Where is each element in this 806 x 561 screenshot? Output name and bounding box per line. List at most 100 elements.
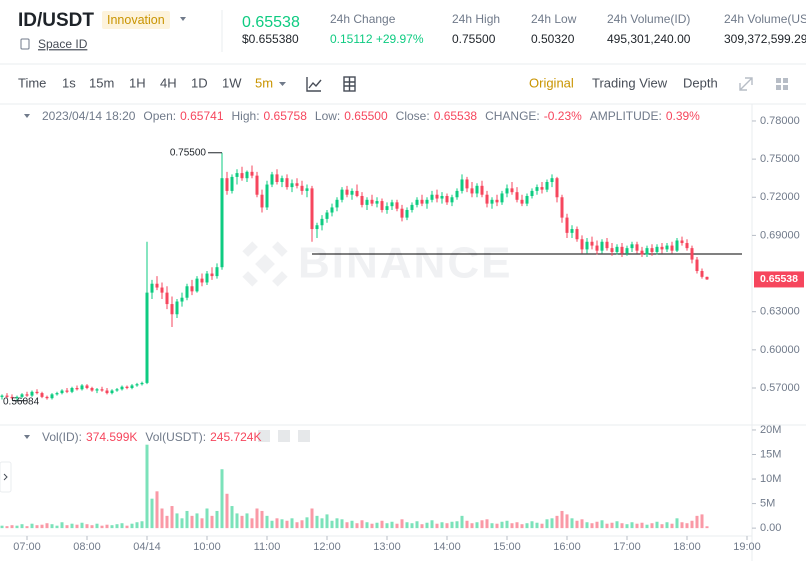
volume-bar (105, 524, 109, 529)
volume-bar (435, 523, 439, 529)
candle-body (410, 204, 414, 210)
volume-bar (620, 523, 624, 529)
volume-bar (180, 518, 184, 529)
candle-body (15, 396, 19, 399)
legend-label: AMPLITUDE: (589, 109, 662, 123)
legend-label: High: (231, 109, 260, 123)
volume-bar (530, 521, 534, 529)
volume-bar (170, 506, 174, 529)
interval[interactable]: 15m (89, 75, 114, 90)
interval[interactable]: 1H (129, 75, 146, 90)
candle-body (150, 283, 154, 293)
volume-bar (665, 522, 669, 529)
candle-body (575, 229, 579, 240)
project-link[interactable]: Space ID (38, 37, 88, 51)
candle-body (445, 195, 449, 203)
dropdown-icon[interactable] (180, 17, 186, 21)
candle-body (695, 259, 699, 272)
candle-body (480, 185, 484, 195)
volume-bar (205, 508, 209, 529)
stat-value: 0.50320 (531, 32, 575, 46)
volume-bar (235, 513, 239, 529)
v-tick-label: 10M (760, 473, 781, 485)
legend-value: 374.599K (86, 430, 138, 444)
interval[interactable]: 1s (62, 75, 76, 90)
volume-bar (245, 513, 249, 529)
candle-body (495, 199, 499, 203)
side-toggle[interactable] (0, 461, 12, 493)
volume-bar (200, 518, 204, 529)
collapse-icon[interactable] (24, 114, 30, 118)
candle-body (380, 201, 384, 210)
candle-body (80, 385, 84, 390)
layout-icon[interactable] (343, 76, 356, 92)
candle-body (585, 241, 589, 250)
candle-body (450, 197, 454, 203)
expand-icon[interactable] (739, 77, 753, 91)
y-tick-label: 0.78000 (760, 115, 800, 127)
volume-bar (230, 506, 234, 529)
candle-body (500, 193, 504, 203)
view-tab[interactable]: Original (529, 75, 574, 90)
view-tab[interactable]: Depth (683, 75, 718, 90)
volume-bar (490, 523, 494, 529)
volume-bar (450, 521, 454, 529)
candle-body (685, 243, 689, 249)
candle-body (20, 394, 24, 397)
candle-body (70, 387, 74, 392)
candle-body (545, 182, 549, 190)
interval[interactable]: 1W (222, 75, 242, 90)
candle-body (105, 390, 109, 394)
view-tab[interactable]: Trading View (592, 75, 668, 90)
volume-bar (215, 510, 219, 529)
candle-body (225, 178, 229, 191)
stat-label: 24h Change (330, 12, 396, 26)
volume-bar (55, 525, 59, 529)
x-tick-label: 07:00 (13, 541, 41, 553)
candle-body (690, 248, 694, 260)
candle-body (210, 273, 214, 277)
grid-icon[interactable] (776, 78, 788, 90)
interval-dropdown[interactable] (279, 82, 286, 86)
volume-bar (65, 525, 69, 529)
candle-body (245, 171, 249, 179)
volume-bar (295, 522, 299, 529)
candle-body (340, 189, 344, 200)
candle-body (505, 188, 509, 194)
interval[interactable]: 5m (255, 75, 273, 90)
volume-bar (0, 525, 4, 529)
candle-body (635, 244, 639, 251)
y-tick-label: 0.63000 (760, 306, 800, 318)
volume-bar (420, 524, 424, 529)
candle-body (270, 174, 274, 185)
price-tag-label: 0.65538 (760, 273, 798, 285)
candle-body (610, 248, 614, 252)
candle-body (310, 188, 314, 230)
volume-bar (255, 508, 259, 529)
volume-bar (635, 523, 639, 529)
interval[interactable]: 4H (160, 75, 177, 90)
candle-body (85, 385, 89, 388)
collapse-icon[interactable] (24, 435, 30, 439)
candle-body (75, 387, 79, 390)
volume-bar (320, 518, 324, 529)
stat-label: 24h Volume(ID) (607, 12, 690, 26)
volume-bar (290, 518, 294, 529)
pair-title[interactable]: ID/USDT (18, 10, 94, 31)
x-tick-label: 11:00 (254, 541, 281, 553)
legend-value: 0.65500 (344, 109, 388, 123)
x-tick-label: 19:00 (733, 541, 761, 553)
volume-bar (485, 519, 489, 529)
volume-bar (360, 520, 364, 529)
volume-bar (250, 518, 254, 529)
volume-bar (260, 510, 264, 529)
interval[interactable]: 1D (191, 75, 208, 90)
candle-body (530, 190, 534, 196)
volume-bar (670, 523, 674, 529)
volume-bar (625, 524, 629, 529)
price-tag (754, 271, 804, 288)
indicator-icon[interactable] (306, 77, 322, 92)
tag: Innovation (107, 13, 165, 27)
candle-body (115, 389, 119, 391)
